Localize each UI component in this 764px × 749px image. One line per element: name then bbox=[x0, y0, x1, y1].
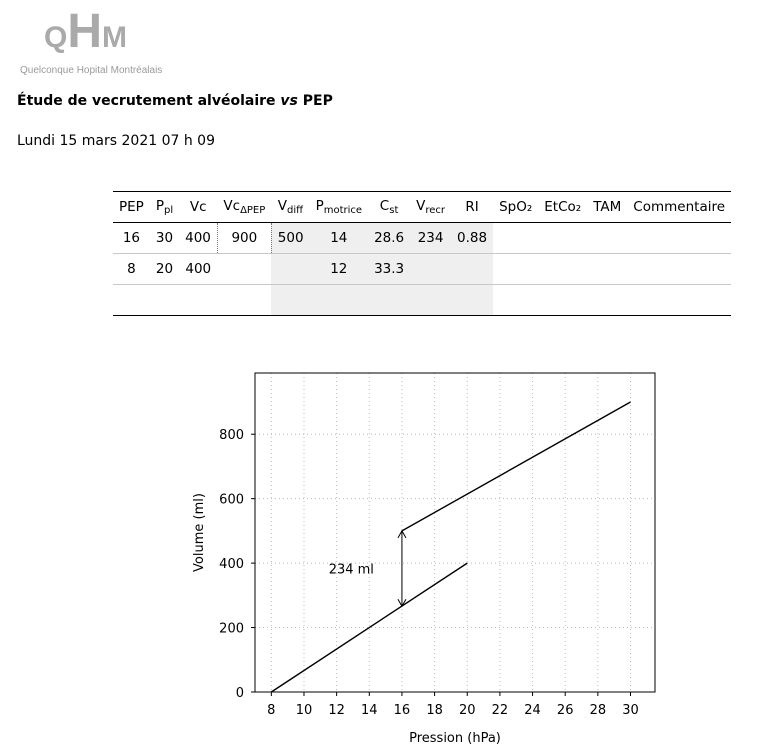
page-title: Étude de vecrutement alvéolaire vs PEP bbox=[17, 93, 333, 109]
cell-tam[interactable] bbox=[587, 285, 627, 316]
plot-frame bbox=[254, 372, 656, 693]
x-tick-label: 26 bbox=[557, 703, 574, 718]
col-etco2: EtCo₂ bbox=[544, 199, 582, 215]
cell-commentaire[interactable] bbox=[627, 254, 731, 285]
cell-cst bbox=[368, 284, 411, 316]
cell-vrecr: 234 bbox=[410, 222, 452, 254]
table-header-row: PEP Ppl Vc VcΔPEP Vdiff Pmotrice Cst Vre… bbox=[113, 191, 732, 223]
table-row: 8 20 400 12 33.3 bbox=[113, 253, 732, 285]
pressure-volume-chart: 8 10 12 14 16 18 20 22 24 26 28 30 0 200 400 600 800 Pres… bbox=[192, 372, 656, 746]
y-tick-label: 400 bbox=[219, 557, 244, 572]
table-row bbox=[113, 284, 732, 316]
cell-cst: 28.6 bbox=[368, 222, 411, 254]
cell-ppl: 20 bbox=[155, 261, 174, 277]
cell-vc-delta-pep bbox=[217, 254, 271, 285]
cell-etco2[interactable] bbox=[538, 223, 587, 254]
col-ri: RI bbox=[465, 199, 479, 215]
cell-pep: 16 bbox=[122, 230, 140, 246]
cell-vrecr bbox=[410, 284, 452, 316]
cell-vdiff bbox=[271, 253, 310, 285]
x-tick-label: 8 bbox=[267, 703, 275, 718]
cell-ri bbox=[451, 284, 494, 316]
col-vc: Vc bbox=[189, 199, 207, 215]
col-vrecr: Vrecr bbox=[416, 198, 446, 216]
recruitment-annotation: 234 ml bbox=[329, 563, 374, 578]
cell-ri bbox=[451, 253, 494, 285]
x-axis-label: Pression (hPa) bbox=[409, 731, 501, 746]
cell-vc: 400 bbox=[185, 230, 211, 246]
cell-pmotrice: 12 bbox=[309, 253, 369, 285]
cell-pep bbox=[113, 285, 150, 316]
hospital-logo: QHM Quelconque Hopital Montréalais bbox=[20, 8, 180, 80]
table-row: 16 30 400 900 500 14 28.6 234 0.88 bbox=[113, 222, 732, 254]
series-line-1 bbox=[270, 562, 468, 693]
cell-spo2[interactable] bbox=[493, 223, 538, 254]
measurements-table: PEP Ppl Vc VcΔPEP Vdiff Pmotrice Cst Vre… bbox=[113, 191, 732, 316]
arrow-head-up bbox=[397, 529, 407, 539]
x-tick-label: 24 bbox=[524, 703, 541, 718]
cell-spo2[interactable] bbox=[493, 254, 538, 285]
col-spo2: SpO₂ bbox=[499, 199, 533, 215]
cell-ppl bbox=[150, 285, 179, 316]
y-axis-label: Volume (ml) bbox=[192, 493, 207, 572]
x-tick-label: 16 bbox=[394, 703, 411, 718]
logo-subtitle: Quelconque Hopital Montréalais bbox=[20, 65, 163, 76]
x-tick-label: 12 bbox=[328, 703, 345, 718]
x-tick-label: 10 bbox=[296, 703, 313, 718]
x-tick-label: 30 bbox=[622, 703, 639, 718]
x-tick-label: 22 bbox=[492, 703, 509, 718]
cell-pep: 8 bbox=[127, 261, 136, 277]
cell-tam[interactable] bbox=[587, 254, 627, 285]
cell-vc bbox=[179, 285, 217, 316]
col-tam: TAM bbox=[593, 199, 622, 215]
cell-vc-delta-pep bbox=[217, 285, 271, 316]
x-tick-label: 14 bbox=[361, 703, 378, 718]
cell-commentaire[interactable] bbox=[627, 285, 731, 316]
col-pmotrice: Pmotrice bbox=[315, 198, 363, 216]
cell-ri: 0.88 bbox=[451, 222, 494, 254]
series-line-2 bbox=[401, 401, 631, 532]
cell-pmotrice bbox=[309, 284, 369, 316]
cell-vrecr bbox=[410, 253, 452, 285]
cell-etco2[interactable] bbox=[538, 254, 587, 285]
col-commentaire: Commentaire bbox=[633, 199, 726, 215]
col-vc-delta-pep: VcΔPEP bbox=[223, 198, 266, 216]
cell-cst: 33.3 bbox=[368, 253, 411, 285]
cell-vc: 400 bbox=[185, 261, 212, 277]
cell-ppl: 30 bbox=[155, 230, 174, 246]
cell-spo2[interactable] bbox=[493, 285, 538, 316]
y-tick-label: 0 bbox=[236, 686, 244, 701]
col-vdiff: Vdiff bbox=[277, 198, 304, 216]
cell-etco2[interactable] bbox=[538, 285, 587, 316]
cell-tam[interactable] bbox=[587, 223, 627, 254]
y-tick-label: 800 bbox=[219, 428, 244, 443]
cell-commentaire[interactable] bbox=[627, 223, 731, 254]
x-tick-label: 20 bbox=[459, 703, 476, 718]
col-cst: Cst bbox=[379, 198, 399, 216]
y-tick-label: 600 bbox=[219, 493, 244, 508]
cell-vdiff: 500 bbox=[271, 222, 310, 254]
col-ppl: Ppl bbox=[155, 198, 174, 216]
report-date: Lundi 15 mars 2021 07 h 09 bbox=[17, 133, 215, 149]
cell-pmotrice: 14 bbox=[309, 222, 369, 254]
x-tick-label: 28 bbox=[590, 703, 607, 718]
arrow-head-down bbox=[397, 599, 407, 608]
y-tick-label: 200 bbox=[219, 622, 244, 637]
x-tick-label: 18 bbox=[426, 703, 443, 718]
cell-vdiff bbox=[271, 284, 310, 316]
logo-mark: QHM bbox=[44, 5, 128, 58]
col-pep: PEP bbox=[119, 199, 144, 215]
cell-vc-delta-pep: 900 bbox=[216, 222, 272, 254]
